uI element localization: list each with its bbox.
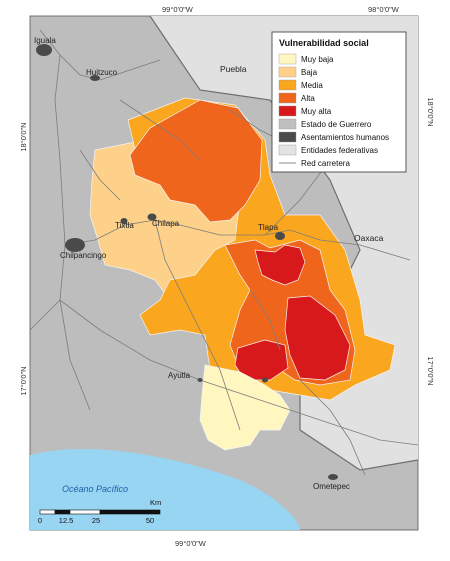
scale-tick-0: 0: [38, 516, 42, 525]
legend-title: Vulnerabilidad social: [279, 38, 369, 48]
label-oaxaca: Oaxaca: [354, 233, 384, 243]
legend-label: Baja: [301, 68, 318, 77]
legend-label: Asentamientos humanos: [301, 133, 389, 142]
legend: Vulnerabilidad social Muy baja Baja Media A…: [271, 31, 407, 173]
label-puebla: Puebla: [220, 64, 247, 74]
legend-swatch: [278, 105, 297, 117]
coord-right-lower: 17°0'0"N: [426, 356, 435, 385]
zone-muy-alta-southeast: [284, 295, 351, 381]
label-ometepec: Ometepec: [313, 482, 350, 491]
legend-label: Red carretera: [301, 159, 350, 168]
scale-tick-1: 12.5: [59, 516, 74, 525]
label-chilapa: Chilapa: [152, 219, 180, 228]
label-ayutla: Ayutla: [168, 371, 191, 380]
vulnerability-zones: [89, 97, 396, 451]
legend-swatch: [278, 118, 297, 130]
legend-swatch: [278, 53, 297, 65]
label-chilpancingo: Chilpancingo: [60, 251, 107, 260]
legend-label: Estado de Guerrero: [301, 120, 372, 129]
legend-label: Muy alta: [301, 107, 332, 116]
legend-label: Entidades federativas: [301, 146, 378, 155]
coordinate-labels: 99°0'0"W 98°0'0"W 99°0'0"W 18°0'0"N 17°0…: [19, 5, 435, 548]
legend-items: Muy baja Baja Media Alta Muy alta Estado de G…: [278, 53, 389, 168]
zone-muy-alta-north: [254, 244, 306, 286]
legend-label: Alta: [301, 94, 315, 103]
legend-label: Muy baja: [301, 55, 334, 64]
label-huitzuco: Huitzuco: [86, 68, 118, 77]
legend-swatch: [278, 131, 297, 143]
coord-top-left: 99°0'0"W: [162, 5, 194, 14]
coord-bottom: 99°0'0"W: [175, 539, 207, 548]
label-iguala: Iguala: [34, 36, 56, 45]
scale-tick-2: 25: [92, 516, 100, 525]
coord-left-upper: 18°0'0"N: [19, 122, 28, 151]
zone-muy-baja: [199, 364, 291, 451]
label-tixtla: Tixtla: [115, 221, 134, 230]
settlements: [36, 44, 338, 480]
label-tlapa: Tlapa: [258, 223, 279, 232]
zone-muy-alta-south: [234, 339, 289, 381]
legend-swatch: [278, 144, 297, 156]
legend-swatch: [278, 66, 297, 78]
scale-unit: Km: [150, 498, 161, 507]
zone-alta-north: [129, 99, 263, 223]
scale-bar: 0 12.5 25 50 Km: [38, 498, 161, 525]
legend-label: Media: [301, 81, 323, 90]
scale-tick-3: 50: [146, 516, 154, 525]
place-labels: Iguala Huitzuco Tixtla Chilapa Chilpanci…: [34, 36, 384, 494]
legend-swatch: [278, 79, 297, 91]
label-ocean: Océano Pacífico: [62, 484, 128, 494]
legend-swatch: [278, 92, 297, 104]
coord-right-upper: 18°0'0"N: [426, 97, 435, 126]
coord-top-right: 98°0'0"W: [368, 5, 400, 14]
coord-left-lower: 17°0'0"N: [19, 366, 28, 395]
